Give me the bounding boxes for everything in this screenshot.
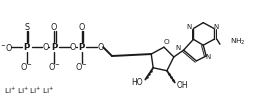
Text: Li$^{+}$: Li$^{+}$ <box>4 86 16 96</box>
Text: P: P <box>78 43 85 52</box>
Text: Li$^{+}$: Li$^{+}$ <box>17 86 29 96</box>
Text: N: N <box>206 54 211 60</box>
Text: N: N <box>176 45 181 51</box>
Text: O: O <box>42 43 49 52</box>
Text: NH$_2$: NH$_2$ <box>230 37 245 47</box>
Text: Li$^{+}$: Li$^{+}$ <box>42 86 54 96</box>
Text: HO: HO <box>132 78 143 87</box>
Text: O$^{-}$: O$^{-}$ <box>75 61 88 72</box>
Text: N: N <box>213 24 219 30</box>
Text: O$^{-}$: O$^{-}$ <box>20 61 33 72</box>
Text: O: O <box>78 23 85 32</box>
Text: O: O <box>164 39 170 45</box>
Text: O: O <box>51 23 57 32</box>
Text: N: N <box>186 24 191 30</box>
Text: Li$^{+}$: Li$^{+}$ <box>29 86 42 96</box>
Text: S: S <box>24 23 29 32</box>
Text: $^{-}$O: $^{-}$O <box>0 42 12 53</box>
Text: O: O <box>69 43 76 52</box>
Text: O$^{-}$: O$^{-}$ <box>48 61 60 72</box>
Text: O: O <box>97 43 103 52</box>
Text: OH: OH <box>177 81 188 90</box>
Text: P: P <box>51 43 57 52</box>
Text: P: P <box>23 43 30 52</box>
